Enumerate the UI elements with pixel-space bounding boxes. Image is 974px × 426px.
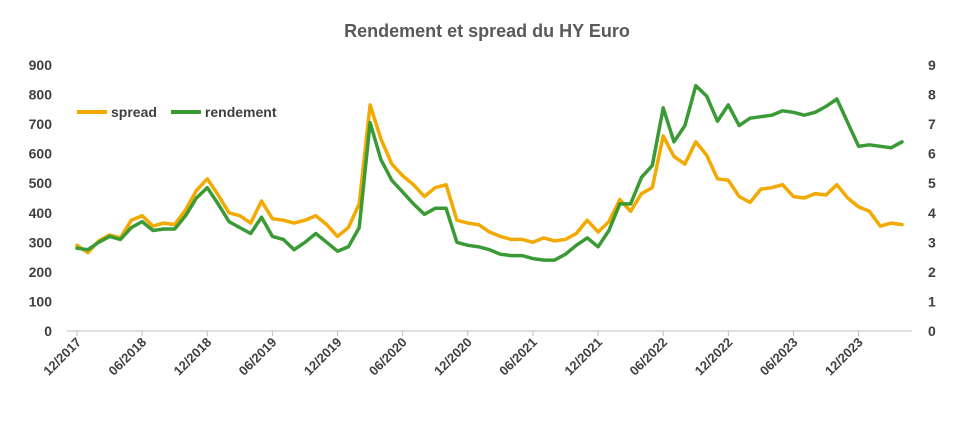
series-line-rendement [75, 83, 904, 262]
x-tick-label: 06/2021 [496, 335, 540, 379]
x-tick-label: 06/2018 [105, 335, 149, 379]
y-left-tick-label: 600 [29, 146, 53, 162]
series-lines [75, 83, 904, 262]
x-tick-label: 12/2021 [561, 335, 605, 379]
legend-label-spread: spread [111, 104, 157, 120]
x-tick-label: 12/2020 [431, 335, 475, 379]
y-left-tick-label: 300 [29, 234, 53, 250]
x-tick-label: 12/2017 [40, 335, 84, 379]
x-tick-label: 06/2019 [236, 335, 280, 379]
x-tick-label: 12/2018 [171, 335, 215, 379]
y-right-tick-label: 7 [928, 116, 936, 132]
y-right-tick-label: 0 [928, 323, 936, 339]
x-tick-label: 12/2019 [301, 335, 345, 379]
y-left-tick-label: 900 [29, 57, 53, 73]
y-right-tick-label: 8 [928, 87, 936, 103]
y-right-tick-label: 6 [928, 146, 936, 162]
y-right-tick-label: 1 [928, 293, 936, 309]
y-left-tick-label: 800 [29, 87, 53, 103]
y-left-tick-label: 400 [29, 205, 53, 221]
y-left-tick-label: 0 [44, 323, 52, 339]
x-tick-label: 06/2022 [626, 335, 670, 379]
legend-label-rendement: rendement [205, 104, 277, 120]
axes: 0 100 200 300 400 500 600 700 800 900 0 1 2 3 4 5 6 7 8 9 12… [29, 57, 936, 378]
x-tick-label: 06/2023 [757, 335, 801, 379]
y-right-tick-label: 5 [928, 175, 936, 191]
y-left-tick-label: 700 [29, 116, 53, 132]
x-tick-label: 06/2020 [366, 335, 410, 379]
y-right-tick-label: 2 [928, 264, 936, 280]
y-right-tick-label: 4 [928, 205, 936, 221]
y-left-tick-label: 100 [29, 293, 53, 309]
x-tick-label: 12/2022 [692, 335, 736, 379]
chart-title: Rendement et spread du HY Euro [344, 21, 630, 41]
y-left-tick-label: 200 [29, 264, 53, 280]
y-right-tick-label: 9 [928, 57, 936, 73]
x-tick-label: 12/2023 [822, 335, 866, 379]
legend: spread rendement [77, 104, 277, 120]
y-left-tick-label: 500 [29, 175, 53, 191]
series-line-spread [75, 103, 904, 255]
y-right-tick-label: 3 [928, 234, 936, 250]
